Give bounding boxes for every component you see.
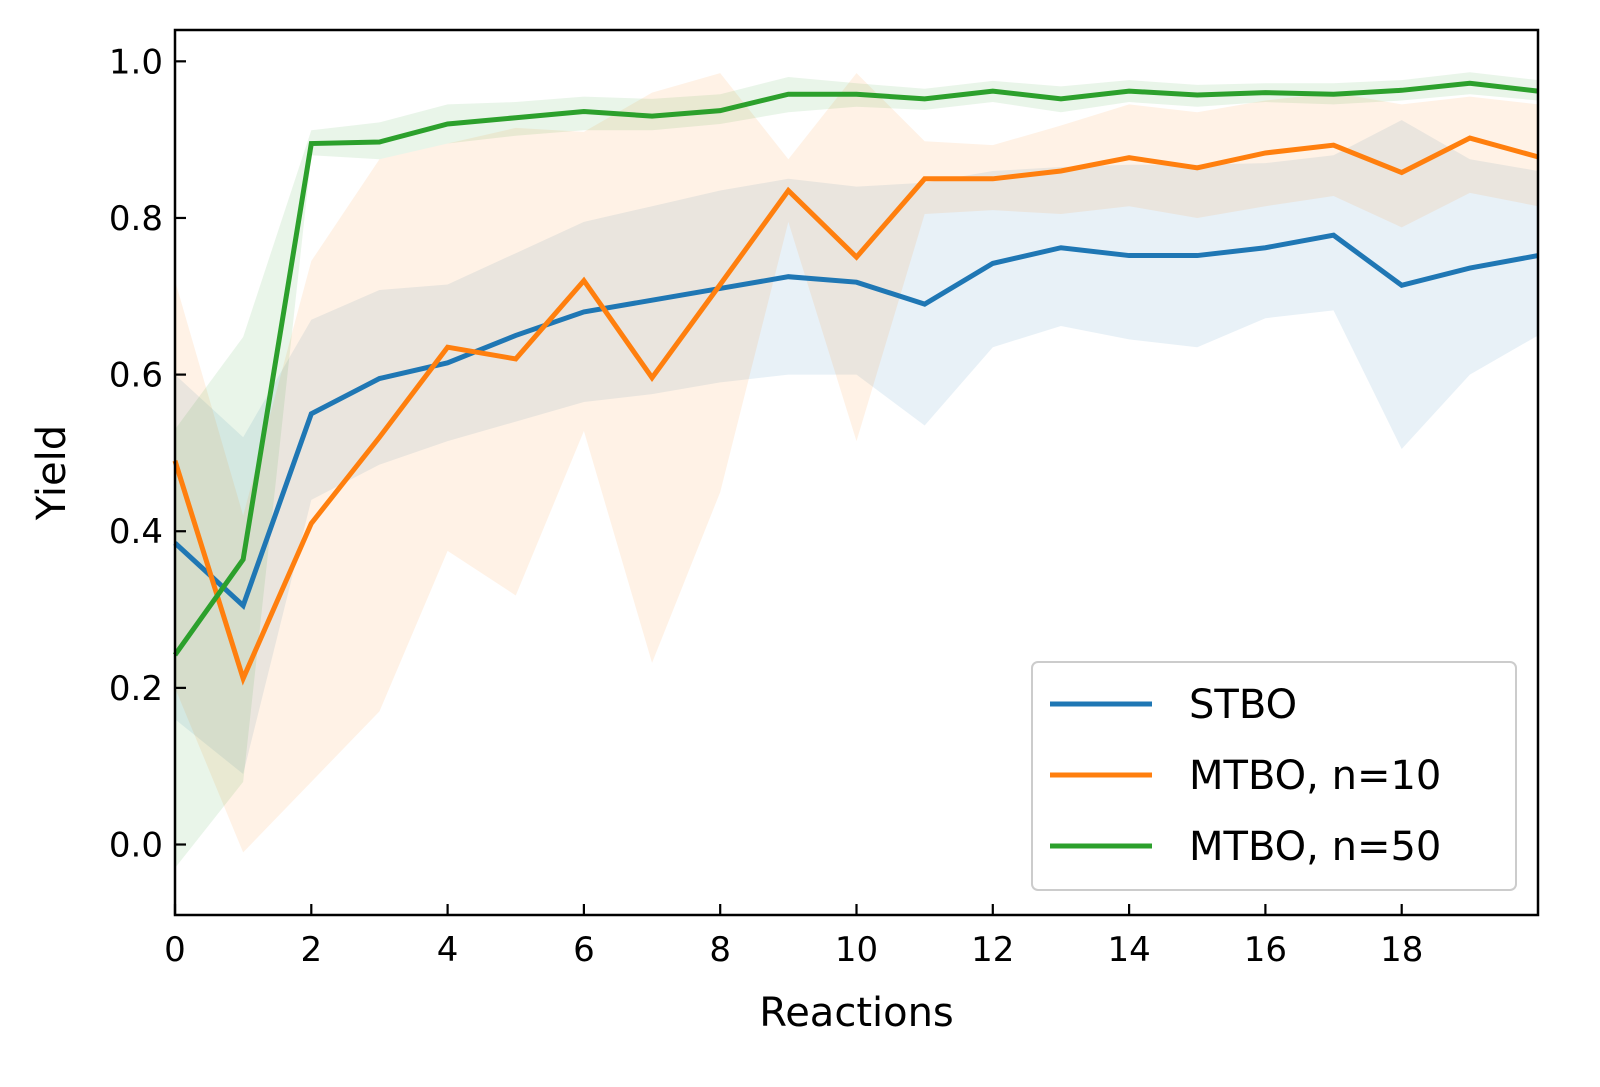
line-series-2 — [172, 135, 1539, 686]
line-series-3 — [172, 80, 1539, 657]
x-tick-label: 2 — [300, 930, 322, 970]
y-tick-label: 0.8 — [109, 199, 163, 239]
legend-label: MTBO, n=50 — [1189, 824, 1441, 870]
series-lines — [172, 80, 1539, 686]
y-tick-label: 0.0 — [109, 826, 163, 866]
y-axis-ticks: 0.0 0.2 0.4 0.6 0.8 1.0 — [109, 42, 186, 866]
x-tick-label: 18 — [1380, 930, 1423, 970]
x-tick-label: 16 — [1244, 930, 1287, 970]
y-axis-title: Yield — [29, 425, 75, 521]
band-series-2 — [175, 73, 1538, 853]
legend-box — [1031, 661, 1517, 891]
x-tick-label: 14 — [1107, 930, 1150, 970]
legend-label: MTBO, n=10 — [1189, 753, 1441, 799]
y-tick-label: 0.2 — [109, 669, 163, 709]
x-tick-label: 12 — [971, 930, 1014, 970]
x-tick-label: 4 — [437, 930, 459, 970]
band-series-1 — [175, 120, 1538, 775]
x-axis-title: Reactions — [759, 990, 954, 1036]
x-tick-label: 0 — [164, 930, 186, 970]
x-tick-label: 6 — [573, 930, 595, 970]
legend: STBO MTBO, n=10 MTBO, n=50 — [1031, 661, 1517, 891]
y-tick-label: 1.0 — [109, 42, 163, 82]
line-series-1 — [173, 232, 1539, 611]
x-tick-label: 8 — [709, 930, 731, 970]
x-tick-label: 10 — [835, 930, 878, 970]
y-tick-label: 0.4 — [109, 512, 163, 552]
legend-label: STBO — [1189, 682, 1297, 728]
y-tick-label: 0.6 — [109, 356, 163, 396]
x-axis-ticks: 0 2 4 6 8 10 12 14 16 18 — [164, 904, 1423, 970]
